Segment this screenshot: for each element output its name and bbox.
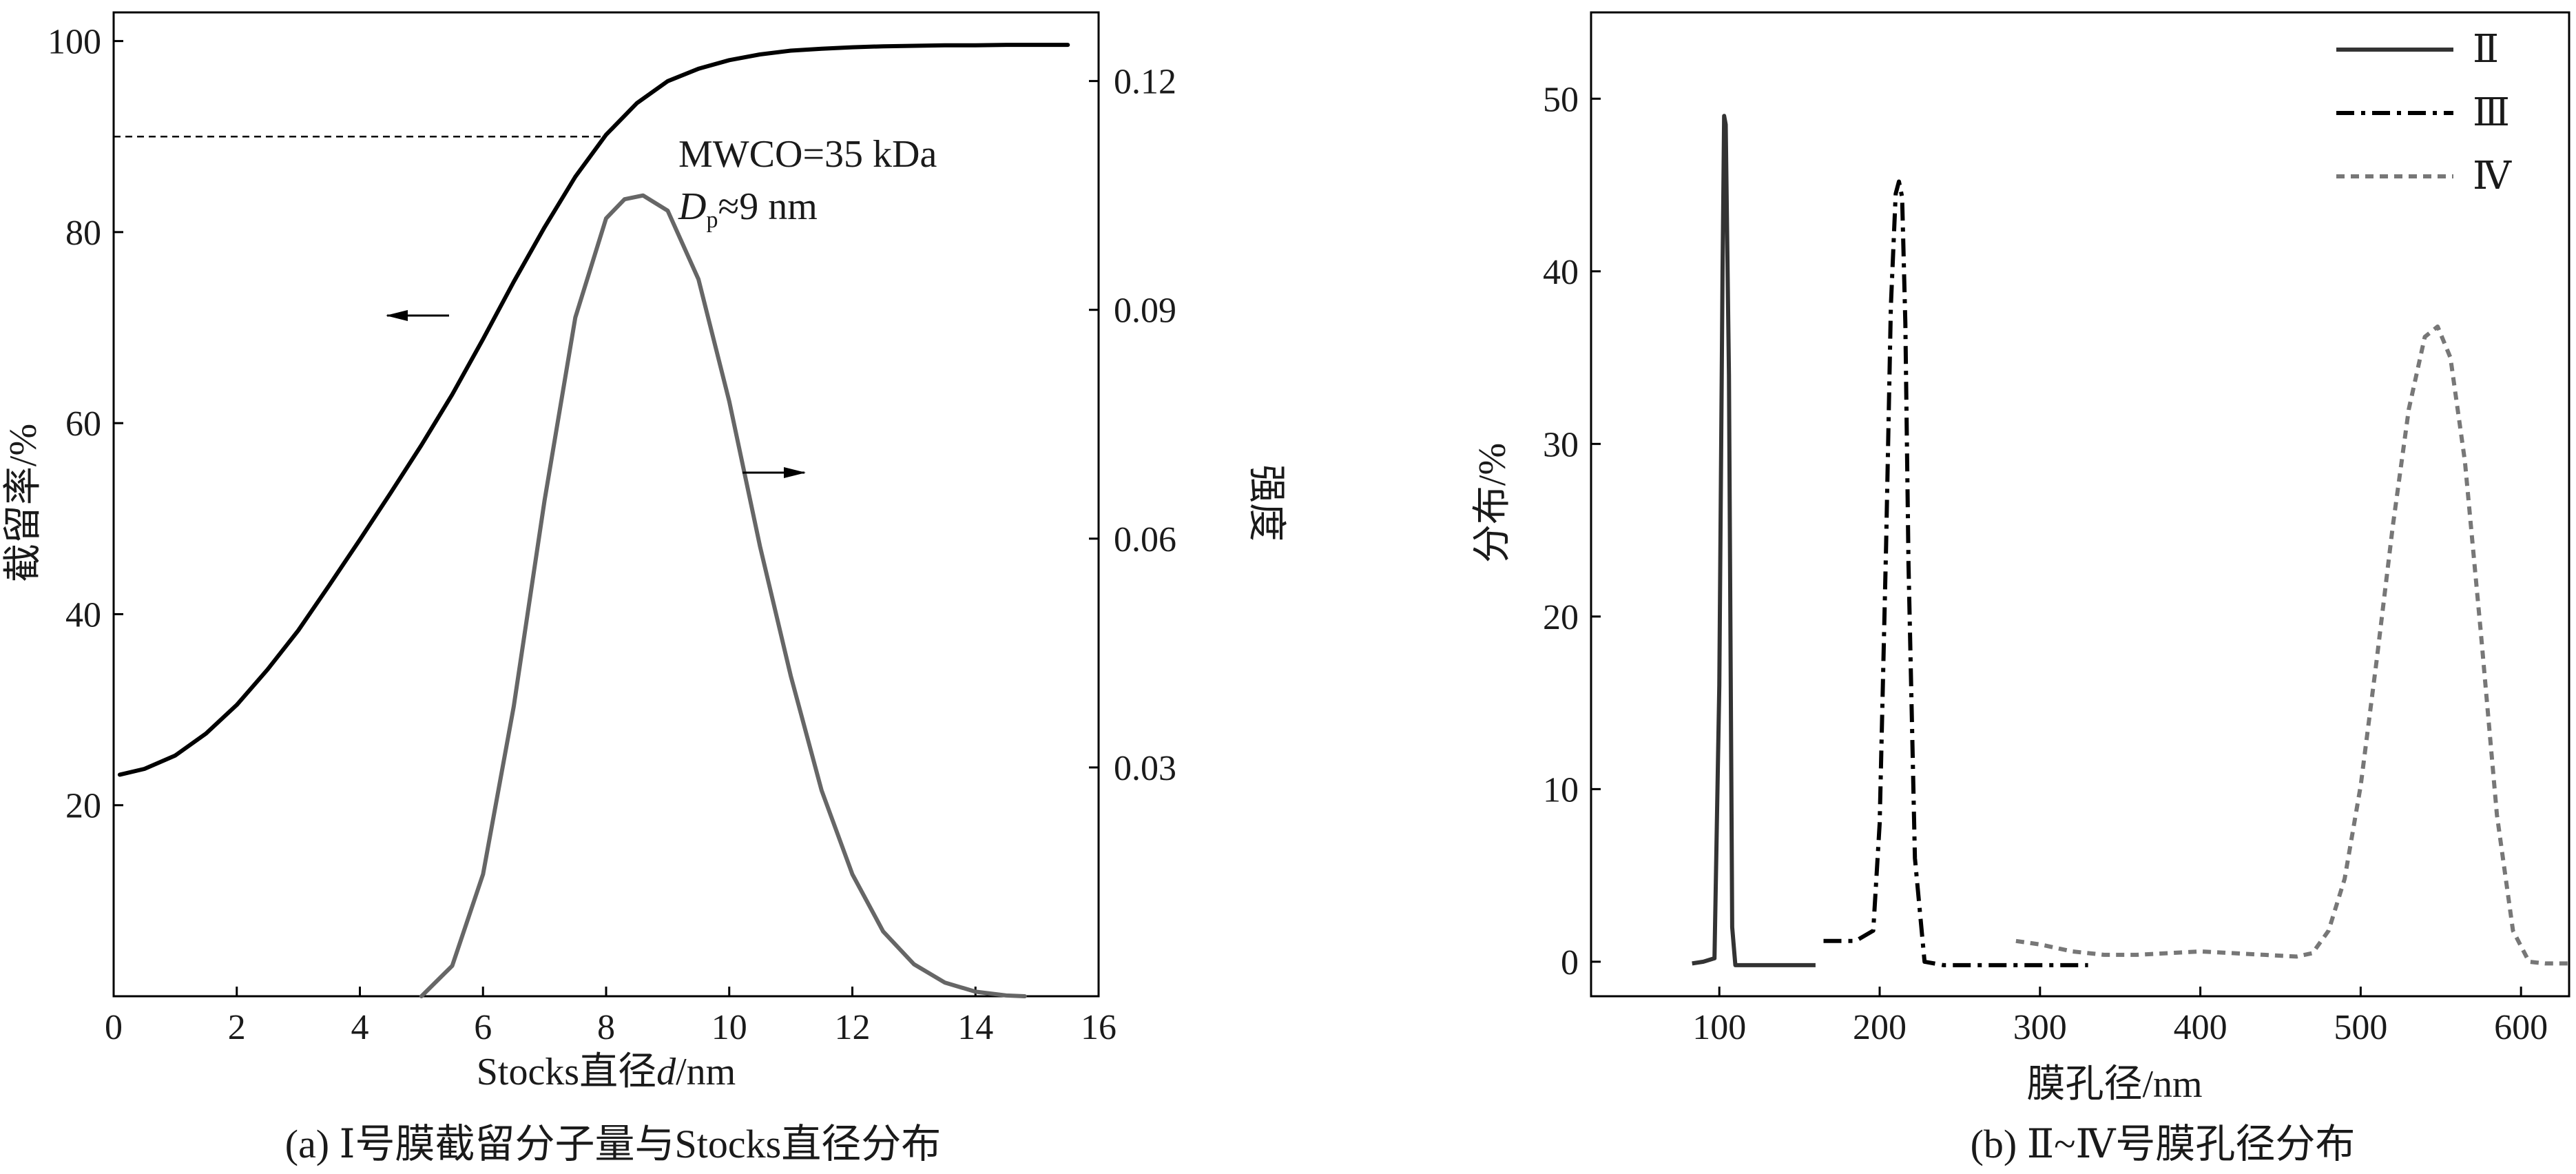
panel-b-y-tick-label: 0 [1561,943,1579,982]
panel-a-annotation-mwco: MWCO=35 kDa [678,133,937,176]
panel-b-series-line [1692,114,1816,967]
panel-b-x-tick-label: 100 [1692,1008,1746,1047]
panel-a-y-left-tick-label: 60 [65,404,101,444]
panel-b-x-tick-label: 400 [2174,1008,2227,1047]
panel-b-x-tick-label: 300 [2013,1008,2067,1047]
right-arrow-icon [742,467,806,478]
panel-b-legend-label: Ⅳ [2473,155,2512,198]
panel-b-series-line [1823,179,2088,967]
panel-a-x-tick-label: 10 [711,1008,747,1047]
panel-a-series-group [117,43,1070,998]
panel-a-x-tick-label: 4 [351,1008,369,1047]
panel-b-y-tick-label: 20 [1543,598,1579,637]
panel-a-y-left-tick-label: 20 [65,787,101,826]
panel-a-y-left-tick-label: 100 [48,23,101,62]
panel-a-caption: (a) Ⅰ号膜截留分子量与Stocks直径分布 [285,1122,941,1166]
panel-a-intensity-curve [419,193,1027,998]
panel-a-x-tick-label: 2 [228,1008,246,1047]
panel-b-x-tick-label: 200 [1853,1008,1907,1047]
panel-b-y-ticks: 0 10 20 30 40 50 [1543,80,1601,982]
panel-a-x-axis-label: Stocks直径d/nm [477,1051,736,1093]
panel-a-x-tick-label: 0 [105,1008,123,1047]
panel-b-frame [1590,11,2570,998]
panel-a-y-left-tick-label: 80 [65,214,101,253]
panel-a-annotation-dp-value: ≈9 nm [718,185,817,228]
panel-a-x-tick-label: 8 [597,1008,615,1047]
panel-a-annotation-dp-subscript: p [706,207,718,233]
panel-b-y-tick-label: 30 [1543,425,1579,464]
panel-a-y-right-tick-label: 0.12 [1114,63,1176,102]
panel-a-x-tick-label: 12 [835,1008,871,1047]
panel-a-y-left-axis-label: 截留率/% [2,424,45,582]
panel-b-series-line [2015,325,2569,966]
panel-b-y-axis-label: 分布/% [1471,443,1514,563]
panel-b-x-axis-label: 膜孔径/nm [2026,1063,2202,1106]
panel-a-y-right-axis-label: 强度 [1245,464,1287,542]
panel-a-y-left-ticks: 20 40 60 80 100 [48,23,123,826]
panel-b-y-tick-label: 40 [1543,253,1579,292]
panel-a-frame [112,11,1100,998]
panel-a-retention-curve [117,43,1070,777]
panel-b-legend-label: Ⅱ [2473,28,2499,71]
panel-a-annotation-dp-symbol: D [678,185,706,228]
panel-a-y-right-ticks: 0.03 0.06 0.09 0.12 [1089,63,1176,788]
left-arrow-icon [386,310,449,321]
panel-b-legend-label: Ⅲ [2473,92,2510,134]
panel-a-x-ticks: 0 2 4 6 8 10 12 14 16 [105,987,1116,1047]
panel-a-x-axis-label-part: Stocks直径 [477,1051,656,1093]
panel-b: 100 200 300 400 500 600 0 10 20 30 40 50 膜孔径/nm 分布… [1471,11,2570,1166]
panel-b-y-tick-label: 10 [1543,770,1579,810]
panel-a-y-right-tick-label: 0.03 [1114,749,1176,788]
panel-b-y-tick-label: 50 [1543,80,1579,119]
panel-a-annotation-dp: Dp≈9 nm [678,185,818,233]
panel-b-x-ticks: 100 200 300 400 500 600 [1692,987,2548,1047]
panel-a-x-tick-label: 6 [474,1008,492,1047]
panel-b-caption: (b) Ⅱ~Ⅳ号膜孔径分布 [1971,1122,2356,1166]
panel-a-x-axis-label-text: Stocks直径d/nm [477,1051,736,1093]
panel-b-x-tick-label: 600 [2494,1008,2548,1047]
panel-b-series-group [1692,114,2569,967]
panel-a-x-tick-label: 16 [1081,1008,1116,1047]
panel-a-x-axis-label-symbol: d [656,1051,676,1093]
panel-a-y-right-tick-label: 0.06 [1114,520,1176,559]
panel-b-x-tick-label: 500 [2334,1008,2387,1047]
panel-a-y-left-tick-label: 40 [65,595,101,635]
panel-a-x-axis-label-unit: /nm [676,1051,736,1093]
panel-a-y-right-tick-label: 0.09 [1114,291,1176,331]
panel-b-legend: Ⅱ Ⅲ Ⅳ [2336,28,2512,198]
panel-a-x-tick-label: 14 [957,1008,993,1047]
